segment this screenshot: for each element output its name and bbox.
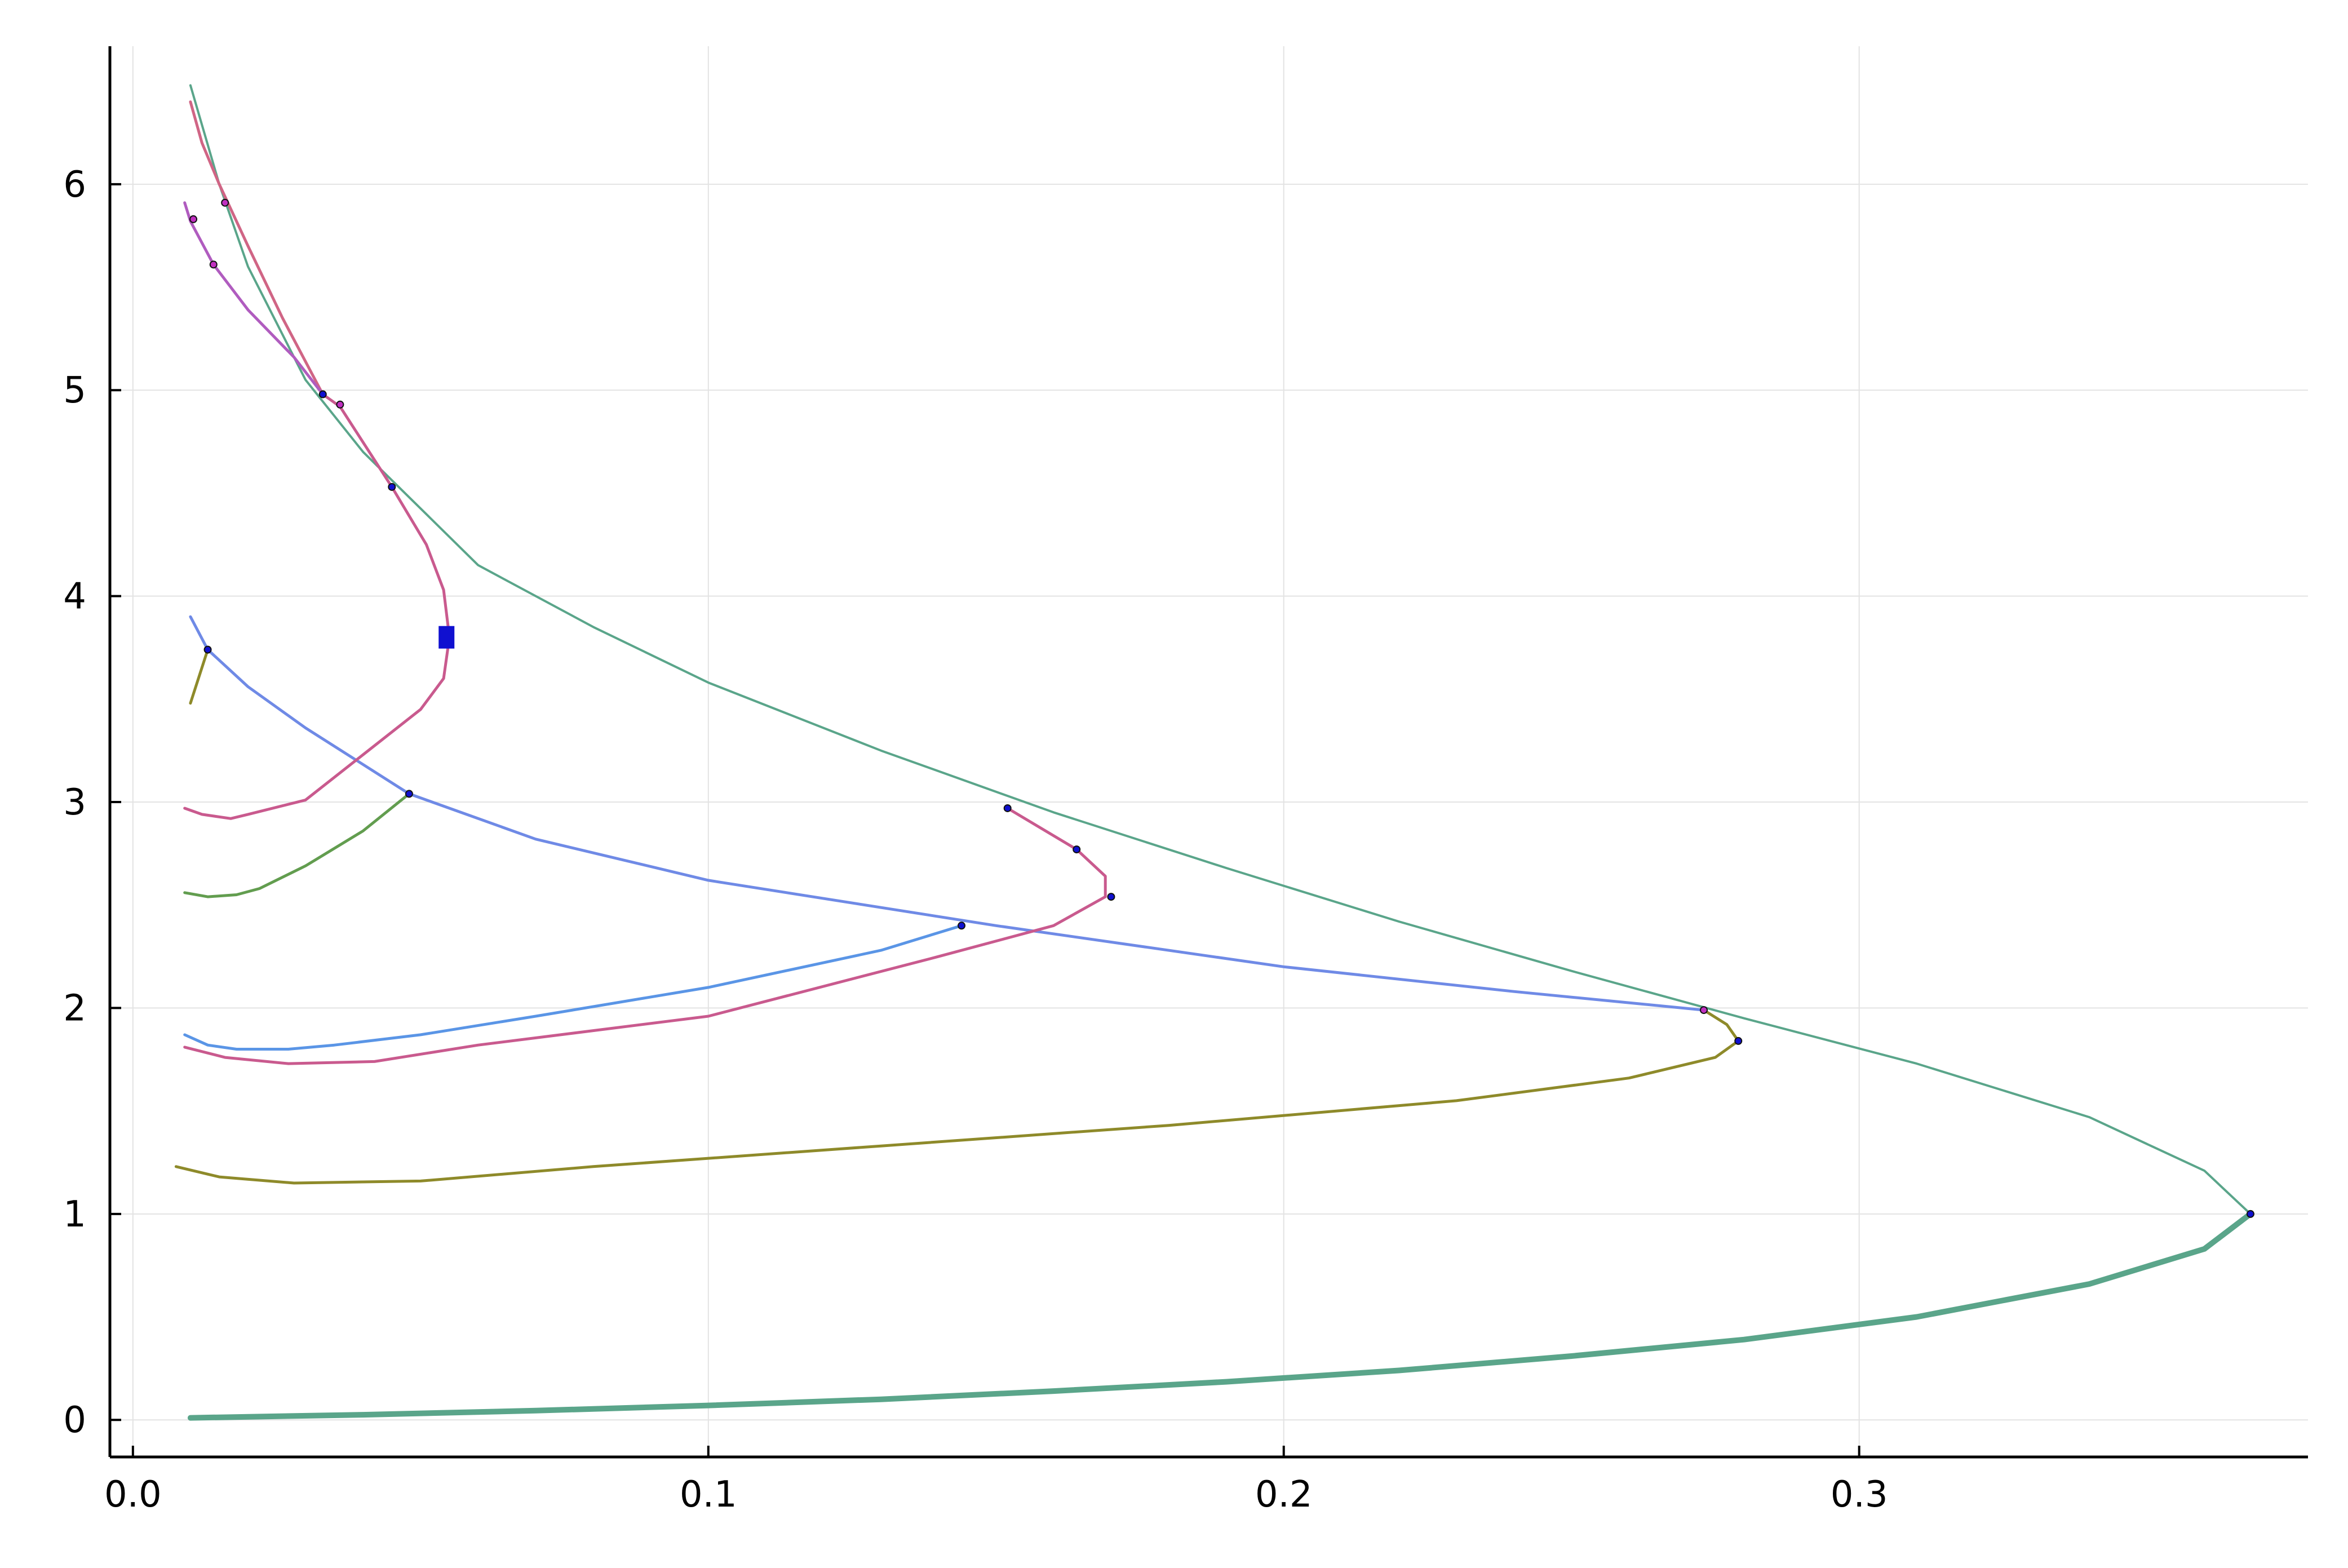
series-line-6 [183,924,963,1051]
y-tick-label-3: 3 [63,782,86,823]
y-tick-label-0: 0 [63,1399,86,1441]
x-tick-label-3: 0.3 [1831,1474,1888,1516]
x-tick-label-1: 0.1 [680,1474,737,1516]
series-line-5 [183,807,1107,1065]
axes [108,46,2308,1459]
point-marker-2 [209,260,218,269]
point-marker-8 [1003,804,1012,812]
point-marker-14 [2246,1210,2254,1218]
series-line-8 [183,393,451,820]
y-tick-label-1: 1 [63,1194,86,1235]
y-tick-label-5: 5 [63,370,86,411]
point-marker-4 [336,400,344,409]
point-marker-7 [405,790,413,798]
y-tick-label-6: 6 [63,164,86,206]
x-tick-label-2: 0.2 [1255,1474,1313,1516]
tick-labels: 0.0 0.1 0.2 0.3 0 1 2 3 4 5 6 [63,164,1888,1516]
point-marker-10 [1107,893,1115,901]
point-marker-11 [957,922,965,930]
point-marker-1 [189,215,198,223]
series-line-3 [189,615,1705,1012]
series-line-1 [187,1211,2253,1421]
series-line-10 [183,792,411,898]
point-marker-9 [1073,845,1081,854]
point-marker-6 [203,645,212,654]
series-line-9 [183,201,325,396]
square-marker-0 [438,626,455,649]
markers-group [189,198,2254,1218]
y-tick-label-4: 4 [63,576,86,618]
series-line-7 [189,100,325,396]
point-marker-3 [318,390,327,398]
point-marker-0 [221,198,229,207]
x-tick-label-0: 0.0 [104,1474,162,1516]
y-tick-label-2: 2 [63,987,86,1029]
grid [110,46,2308,1457]
point-marker-13 [1734,1037,1743,1045]
point-marker-12 [1700,1006,1708,1015]
series-line-4 [189,648,210,705]
point-marker-5 [388,482,396,491]
